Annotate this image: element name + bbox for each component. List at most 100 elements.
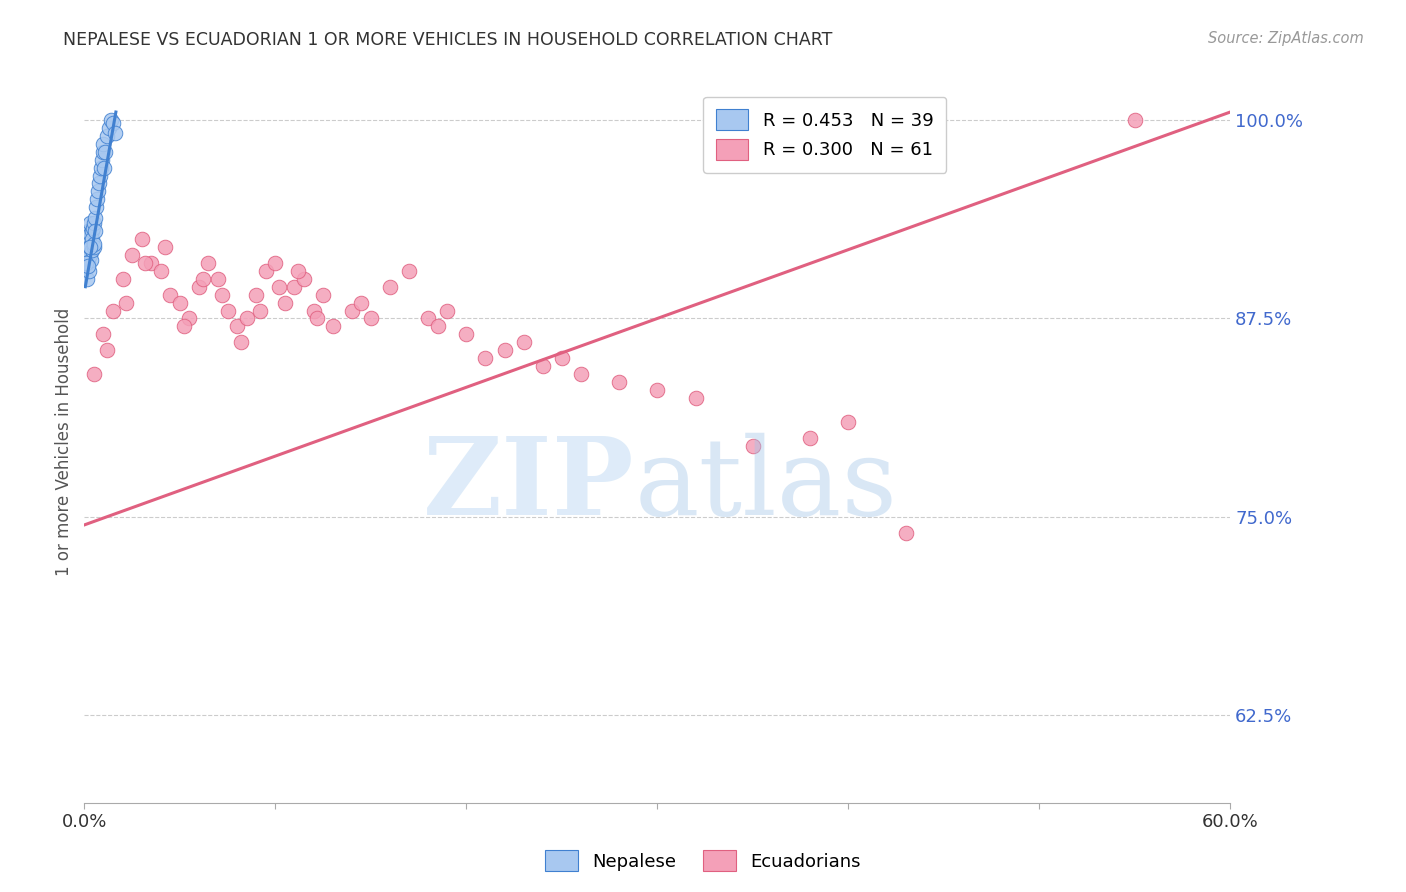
Point	[79, 240, 101, 254]
Legend: R = 0.453   N = 39, R = 0.300   N = 61: R = 0.453 N = 39, R = 0.300 N = 61	[703, 96, 946, 172]
Point	[269, 279, 291, 293]
Point	[188, 279, 211, 293]
Point	[340, 303, 363, 318]
Point	[96, 343, 118, 358]
Point	[685, 391, 707, 405]
Point	[94, 145, 117, 159]
Point	[287, 264, 309, 278]
Point	[607, 375, 630, 389]
Point	[894, 525, 917, 540]
Point	[312, 287, 335, 301]
Point	[398, 264, 420, 278]
Point	[456, 327, 478, 342]
Point	[173, 319, 195, 334]
Point	[90, 161, 112, 175]
Point	[149, 264, 172, 278]
Point	[799, 431, 821, 445]
Point	[249, 303, 271, 318]
Point	[131, 232, 153, 246]
Point	[531, 359, 554, 373]
Point	[134, 256, 156, 270]
Point	[77, 240, 100, 254]
Point	[245, 287, 267, 301]
Point	[104, 126, 127, 140]
Point	[302, 303, 325, 318]
Text: atlas: atlas	[634, 433, 897, 538]
Point	[76, 232, 98, 246]
Point	[360, 311, 382, 326]
Point	[83, 367, 105, 381]
Point	[93, 327, 115, 342]
Point	[322, 319, 344, 334]
Point	[169, 295, 191, 310]
Text: NEPALESE VS ECUADORIAN 1 OR MORE VEHICLES IN HOUSEHOLD CORRELATION CHART: NEPALESE VS ECUADORIAN 1 OR MORE VEHICLE…	[63, 31, 832, 49]
Point	[100, 113, 122, 128]
Point	[274, 295, 297, 310]
Point	[90, 153, 112, 167]
Point	[87, 177, 110, 191]
Point	[197, 256, 219, 270]
Point	[86, 193, 108, 207]
Point	[426, 319, 449, 334]
Point	[350, 295, 373, 310]
Point	[84, 224, 107, 238]
Y-axis label: 1 or more Vehicles in Household: 1 or more Vehicles in Household	[55, 308, 73, 575]
Point	[84, 200, 107, 214]
Point	[418, 311, 440, 326]
Point	[79, 227, 101, 242]
Point	[91, 145, 114, 159]
Point	[80, 232, 103, 246]
Point	[75, 256, 97, 270]
Point	[115, 295, 138, 310]
Point	[101, 303, 124, 318]
Point	[264, 256, 287, 270]
Point	[254, 264, 277, 278]
Point	[93, 161, 115, 175]
Point	[75, 248, 97, 262]
Point	[229, 335, 252, 350]
Point	[837, 415, 859, 429]
Point	[82, 243, 104, 257]
Point	[83, 236, 105, 251]
Point	[551, 351, 574, 366]
Point	[474, 351, 496, 366]
Point	[87, 185, 110, 199]
Point	[98, 120, 121, 135]
Point	[80, 252, 103, 267]
Point	[76, 272, 98, 286]
Text: ZIP: ZIP	[423, 432, 634, 538]
Point	[436, 303, 458, 318]
Point	[83, 216, 105, 230]
Legend: Nepalese, Ecuadorians: Nepalese, Ecuadorians	[538, 843, 868, 879]
Point	[569, 367, 592, 381]
Point	[111, 272, 134, 286]
Point	[1123, 113, 1146, 128]
Point	[647, 383, 669, 397]
Point	[121, 248, 143, 262]
Point	[77, 256, 100, 270]
Point	[141, 256, 163, 270]
Point	[378, 279, 401, 293]
Point	[235, 311, 257, 326]
Point	[207, 272, 229, 286]
Point	[101, 116, 124, 130]
Point	[191, 272, 214, 286]
Point	[83, 211, 105, 226]
Point	[159, 287, 181, 301]
Point	[292, 272, 315, 286]
Point	[96, 128, 118, 143]
Point	[494, 343, 516, 358]
Point	[93, 136, 115, 151]
Point	[153, 240, 176, 254]
Point	[741, 438, 763, 452]
Point	[77, 264, 100, 278]
Point	[79, 216, 101, 230]
Point	[83, 240, 105, 254]
Point	[512, 335, 534, 350]
Point	[89, 169, 111, 183]
Point	[217, 303, 239, 318]
Point	[307, 311, 329, 326]
Point	[76, 224, 98, 238]
Point	[226, 319, 249, 334]
Text: Source: ZipAtlas.com: Source: ZipAtlas.com	[1208, 31, 1364, 46]
